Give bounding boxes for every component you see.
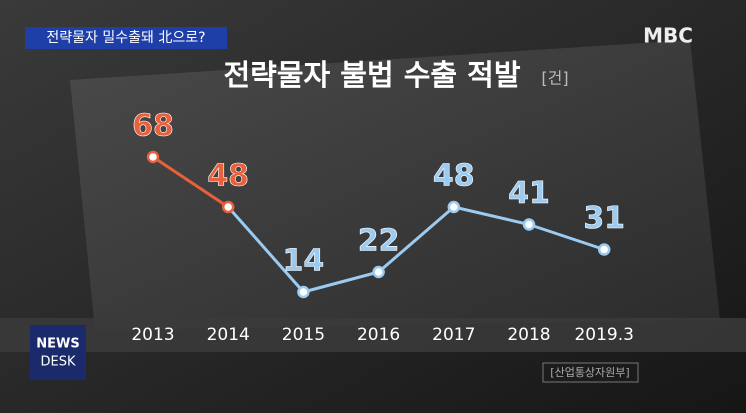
logo: MBC (643, 24, 693, 48)
chart-title: 전략물자 불법 수출 적발 (223, 58, 520, 92)
banner: 전략물자 밀수출돼 北으로? (46, 30, 205, 46)
line-segment (303, 270, 379, 294)
program-box (30, 325, 86, 380)
category-strip (0, 318, 746, 352)
point (221, 200, 235, 214)
point (522, 218, 536, 231)
line-segment (377, 205, 455, 274)
line-segment (152, 155, 230, 209)
value-label: 41 (508, 176, 550, 211)
point (372, 265, 385, 279)
x-tick-label: 2013 (131, 325, 174, 345)
x-tick-label: 2017 (432, 325, 475, 345)
program: NEWS (36, 337, 79, 352)
source-box (542, 362, 639, 383)
x-tick-label: 2015 (282, 325, 325, 345)
line-segment (227, 206, 305, 293)
line-segment (453, 205, 530, 226)
value-label: 22 (358, 224, 400, 259)
point (297, 285, 310, 299)
x-tick-label: 2016 (357, 325, 400, 345)
card (70, 40, 720, 330)
value-label: 48 (207, 159, 249, 194)
value-label: 68 (132, 109, 174, 144)
value-label: 14 (283, 244, 325, 279)
unit: [건] (541, 69, 568, 88)
line-segment (528, 223, 605, 251)
point (146, 150, 160, 164)
value-label: 31 (583, 201, 625, 236)
point (597, 243, 611, 256)
point (447, 200, 461, 214)
program: DESK (40, 355, 75, 370)
x-tick-label: 2014 (207, 325, 250, 345)
value-label: 48 (433, 159, 475, 194)
banner-box (25, 27, 227, 49)
x-tick-label: 2018 (507, 325, 550, 345)
source: [산업통상자원부] (550, 366, 629, 379)
x-tick-label: 2019.3 (574, 325, 633, 345)
